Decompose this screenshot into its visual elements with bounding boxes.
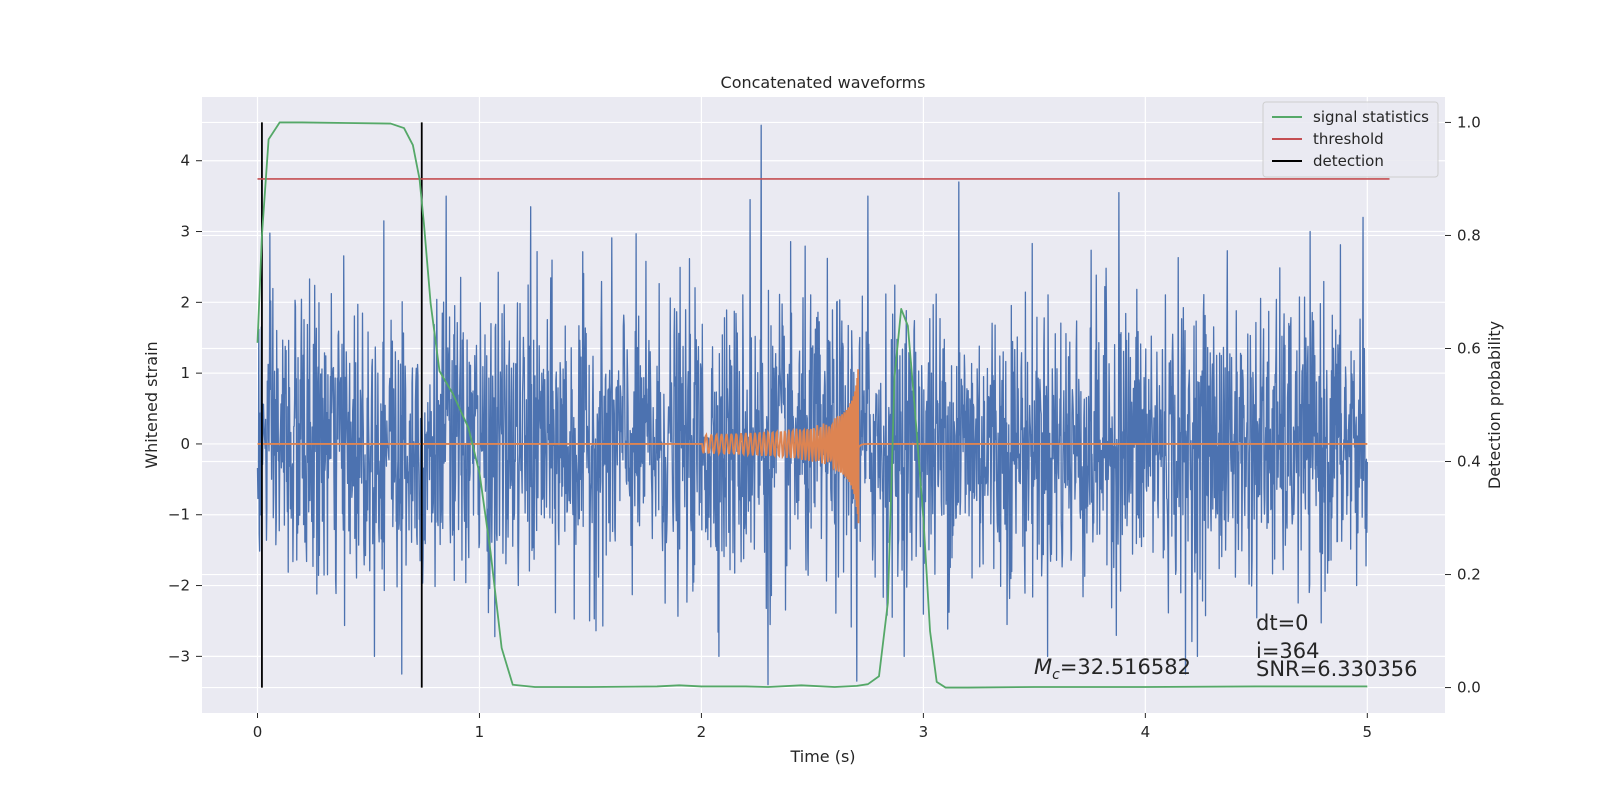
x-axis-label: Time (s): [789, 747, 855, 766]
chart-title: Concatenated waveforms: [721, 73, 926, 92]
y-tick-label: 4: [180, 152, 190, 170]
x-tick-label: 1: [475, 723, 485, 741]
y-tick-label: 1: [180, 364, 190, 382]
legend-label-detection: detection: [1313, 152, 1384, 170]
x-tick-label: 5: [1363, 723, 1373, 741]
y2-tick-label: 0.0: [1457, 679, 1481, 697]
axis-ticks: 0 1 2 3 4 5 −3 −2 −1 0 1 2 3 4 0.0 0.2 0.4 0.6 0.8 1.0: [168, 113, 1481, 741]
mc-annotation: Mc=32.516582: [1034, 655, 1191, 683]
x-tick-label: 2: [697, 723, 707, 741]
legend-label-threshold: threshold: [1313, 130, 1384, 148]
y-tick-label: 3: [180, 223, 190, 241]
y2-axis-label: Detection probability: [1485, 321, 1504, 489]
x-tick-label: 0: [253, 723, 263, 741]
y-tick-label: −2: [168, 577, 190, 595]
y-tick-label: −1: [168, 506, 190, 524]
strain-noise-line: [256, 124, 1368, 686]
data-series: [256, 121, 1390, 689]
y2-tick-label: 0.8: [1457, 226, 1481, 244]
y2-tick-label: 0.6: [1457, 339, 1481, 357]
legend-label-signal-statistics: signal statistics: [1313, 108, 1429, 126]
y-tick-label: 2: [180, 293, 190, 311]
template-chirp-line: [257, 369, 1368, 524]
y-axis-label: Whitened strain: [142, 341, 161, 468]
dt-annotation: dt=0: [1256, 611, 1309, 635]
legend-box: [1262, 101, 1439, 178]
y2-tick-label: 0.2: [1457, 566, 1481, 584]
signal-statistics-line: [256, 121, 1368, 689]
x-tick-label: 3: [919, 723, 929, 741]
i-annotation: i=364: [1256, 639, 1320, 663]
y-tick-label: −3: [168, 647, 190, 665]
legend: signal statistics threshold detection: [1262, 101, 1439, 178]
snr-annotation: SNR=6.330356: [1256, 657, 1417, 681]
x-tick-label: 4: [1141, 723, 1151, 741]
y-tick-label: 0: [180, 435, 190, 453]
y2-tick-label: 0.4: [1457, 453, 1481, 471]
y2-tick-label: 1.0: [1457, 113, 1481, 131]
